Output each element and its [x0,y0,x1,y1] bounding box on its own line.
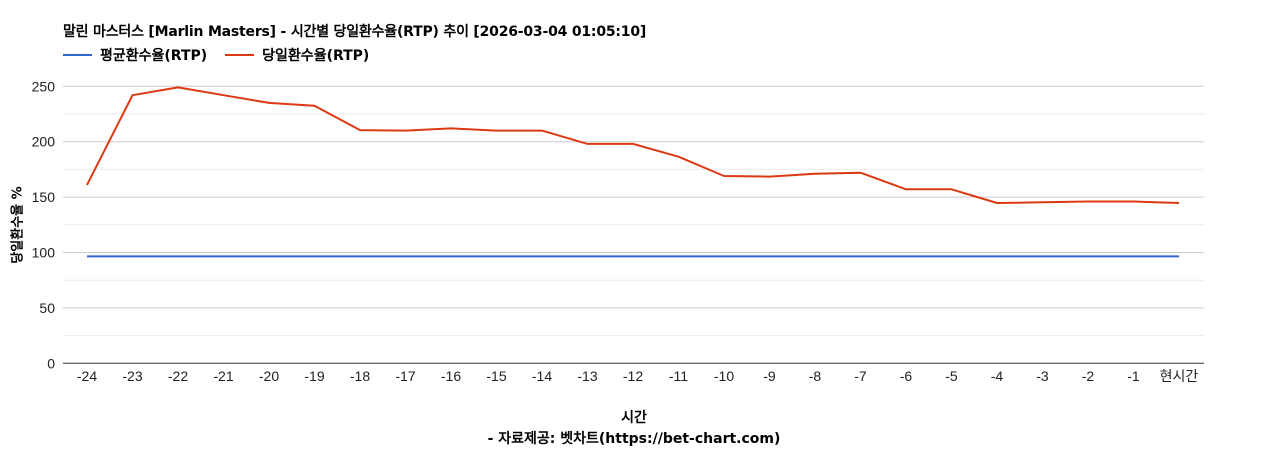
x-tick-label: -8 [809,368,822,384]
x-tick-label: -18 [350,368,370,384]
source-credit: - 자료제공: 벳차트(https://bet-chart.com) [487,431,781,447]
legend: 평균환수율(RTP) 당일환수율(RTP) [63,45,387,65]
x-tick-label: -12 [623,368,643,384]
y-tick-label: 150 [32,189,56,205]
x-tick-label: -16 [441,368,461,384]
legend-swatch-red [225,54,255,56]
x-tick-label: -4 [991,368,1004,384]
x-tick-label: -3 [1036,368,1049,384]
x-tick-label: -11 [669,368,688,384]
x-tick-label: -1 [1127,368,1140,384]
legend-item-average-rtp[interactable]: 평균환수율(RTP) [63,45,207,65]
x-tick-label: -10 [714,368,734,384]
y-tick-label: 50 [39,300,55,316]
legend-item-daily-rtp[interactable]: 당일환수율(RTP) [225,45,369,65]
chart-title: 말린 마스터스 [Marlin Masters] - 시간별 당일환수율(RTP… [63,24,647,40]
x-tick-label: -9 [763,368,776,384]
x-tick-label: -21 [213,368,233,384]
x-tick-label: -2 [1082,368,1095,384]
x-tick-label: -7 [854,368,867,384]
legend-label: 당일환수율(RTP) [262,48,370,64]
legend-swatch-blue [63,54,92,56]
x-tick-label: -22 [168,368,188,384]
x-tick-label: -23 [122,368,142,384]
y-tick-label: 100 [32,245,56,261]
y-tick-label: 200 [32,134,56,150]
x-tick-label: -14 [532,368,552,384]
daily-rtp-line[interactable] [86,86,1180,204]
x-tick-label: 현시간 [1160,368,1199,384]
x-tick-label: -5 [945,368,958,384]
legend-label: 평균환수율(RTP) [100,48,208,64]
x-tick-label: -15 [486,368,506,384]
x-tick-label: -17 [395,368,415,384]
x-tick-label: -19 [304,368,324,384]
y-tick-label: 0 [47,355,55,371]
x-axis-title: 시간 [621,410,647,426]
x-tick-label: -20 [259,368,279,384]
y-tick-label: 250 [32,78,56,94]
x-tick-label: -13 [577,368,597,384]
x-tick-label: -6 [900,368,913,384]
x-tick-label: -24 [77,368,97,384]
